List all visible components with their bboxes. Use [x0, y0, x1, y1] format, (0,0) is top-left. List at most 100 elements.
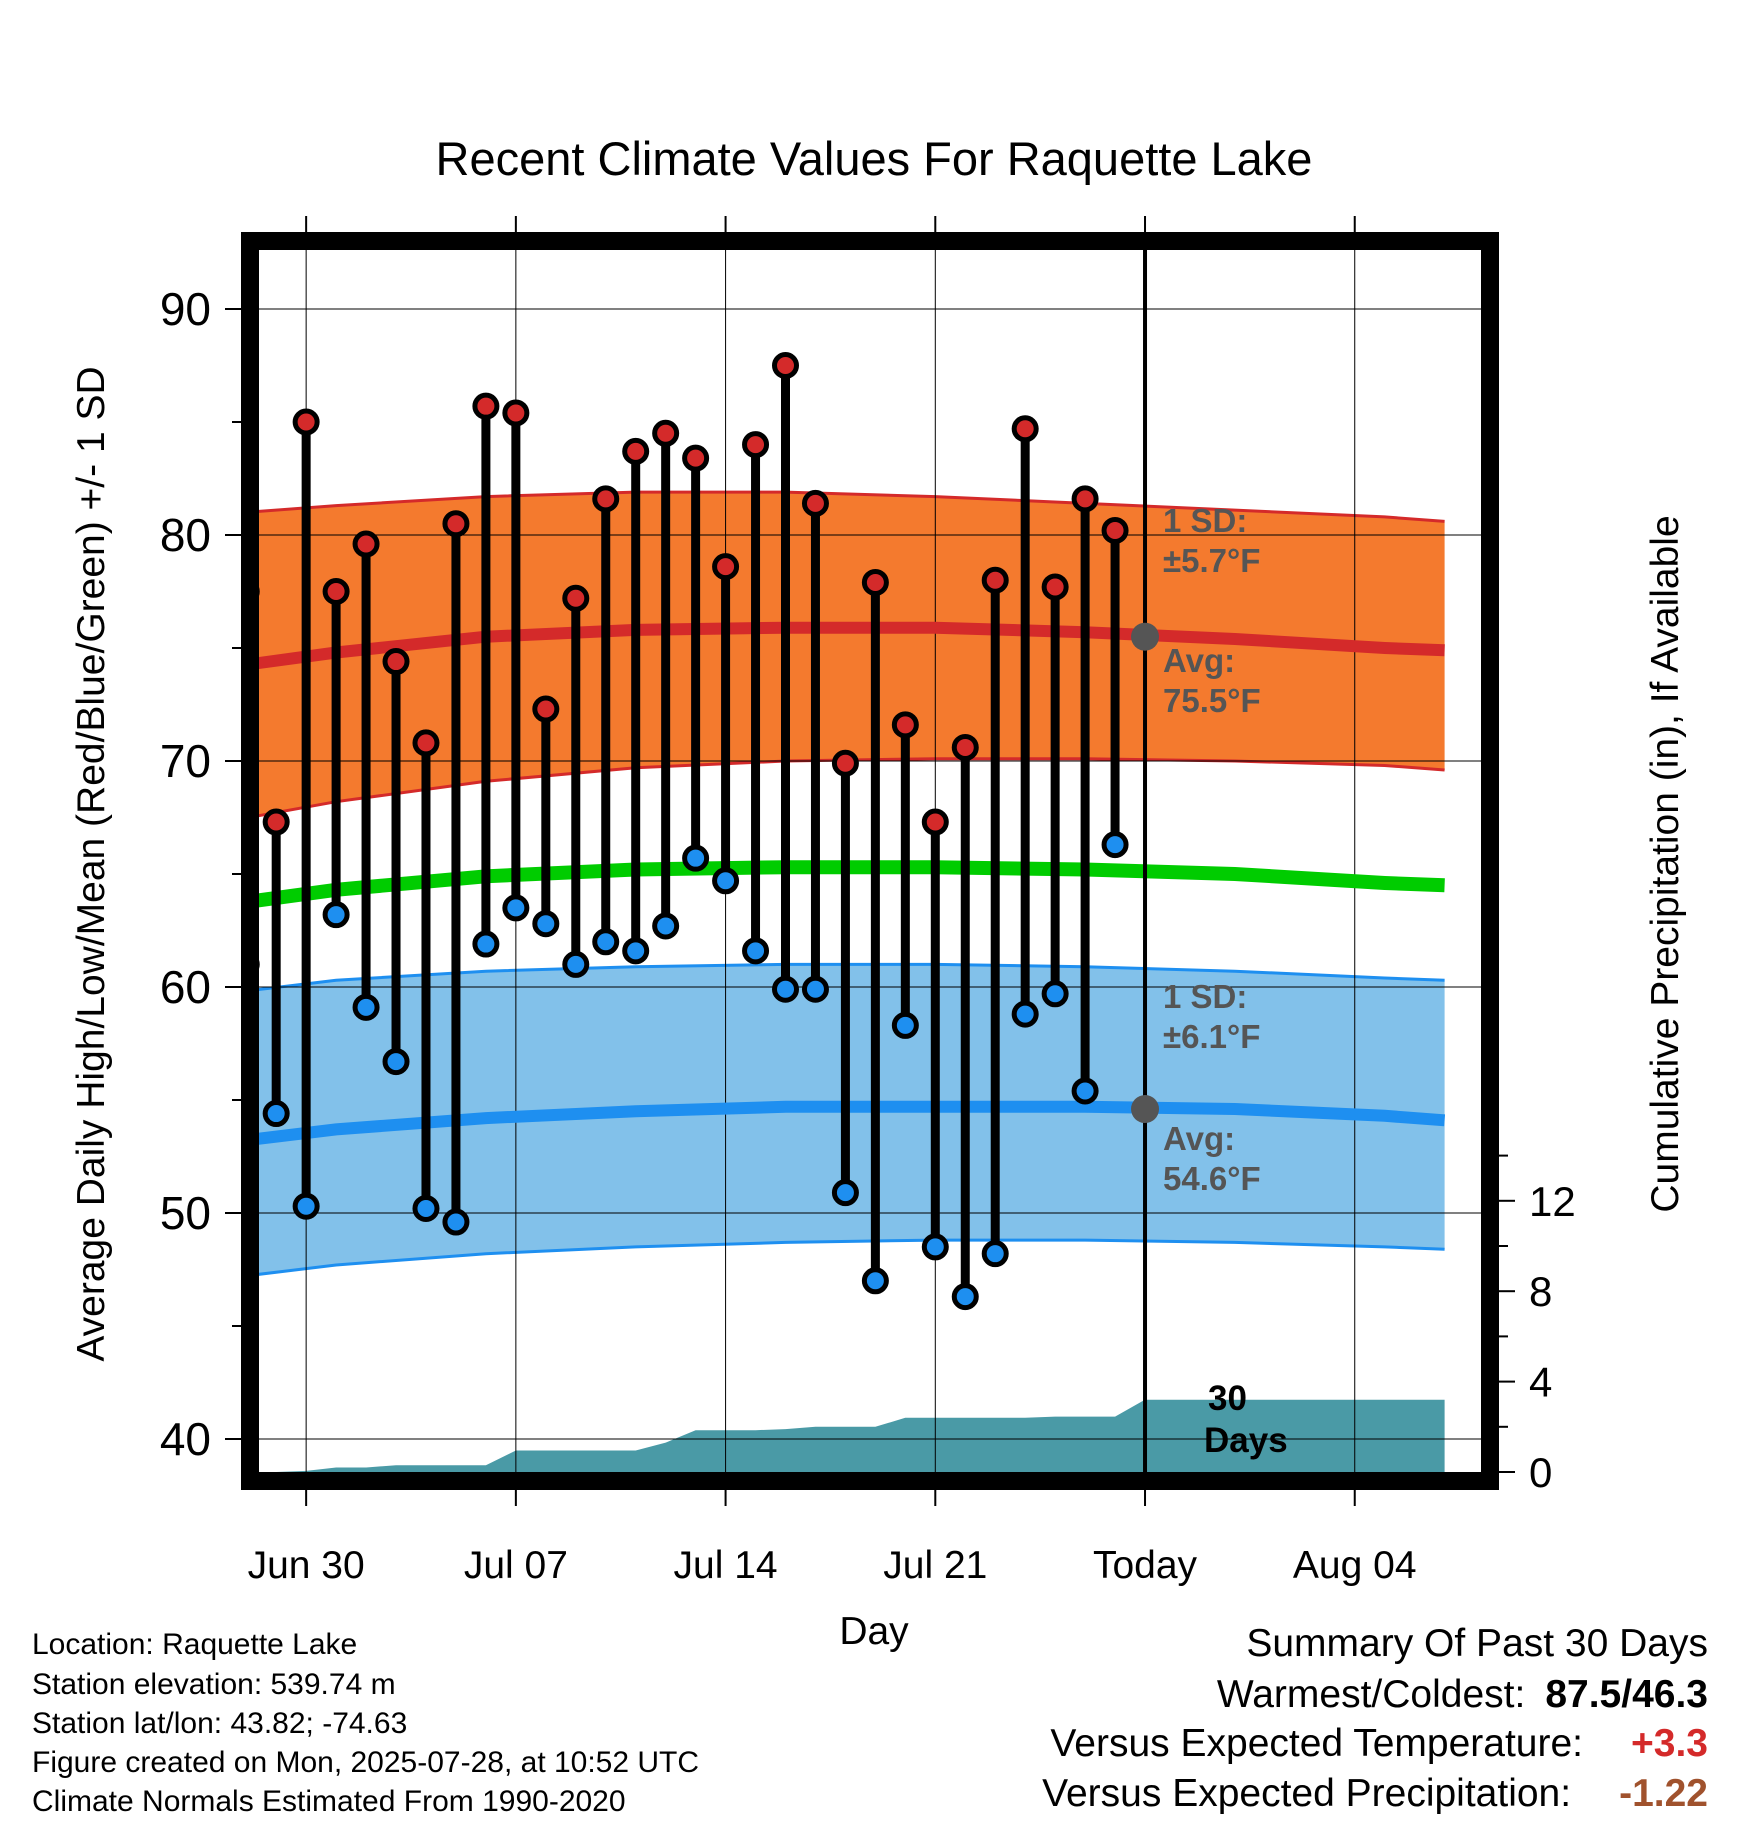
x-axis-label: Day	[839, 1610, 909, 1653]
daily-high-point	[1071, 485, 1099, 513]
low-band-upper-edge	[259, 962, 1445, 992]
y2-axis-label: Cumulative Precipitation (in), If Availa…	[1644, 515, 1687, 1212]
y2-tick-label: 12	[1529, 1178, 1576, 1225]
x-tick-label: Jun 30	[248, 1544, 365, 1587]
daily-high-point	[712, 553, 740, 581]
daily-high-point	[891, 711, 919, 739]
low-sd-line1: 1 SD:	[1163, 978, 1247, 1015]
daily-low-point	[532, 910, 560, 938]
daily-low-point	[622, 937, 650, 965]
station-elevation-text: Station elevation: 539.74 m	[32, 1668, 396, 1701]
high-avg-line2: 75.5°F	[1163, 682, 1261, 719]
daily-low-point	[772, 975, 799, 1003]
figure-created-text: Figure created on Mon, 2025-07-28, at 10…	[32, 1746, 700, 1779]
temperature-anomaly-label: Versus Expected Temperature:	[1050, 1722, 1583, 1765]
daily-low-point	[1041, 980, 1069, 1008]
daily-low-point	[1071, 1077, 1099, 1105]
summary-precipitation: Versus Expected Precipitation: -1.22	[1042, 1772, 1708, 1816]
y-axis-label: Average Daily High/Low/Mean (Red/Blue/Gr…	[70, 366, 113, 1361]
precipitation-anomaly-value: -1.22	[1619, 1772, 1708, 1815]
daily-high-point	[742, 431, 770, 459]
daily-low-point	[682, 844, 710, 872]
daily-low-point	[412, 1194, 440, 1222]
mean-avg-line	[259, 860, 1445, 908]
x-tick-label: Jul 07	[464, 1544, 568, 1587]
daily-high-point	[772, 352, 799, 379]
daily-high-point	[981, 566, 1009, 594]
high-sd-line2: ±5.7°F	[1163, 542, 1260, 579]
y-tick-label: 60	[160, 961, 211, 1013]
daily-high-point	[382, 648, 410, 676]
daily-high-point	[921, 808, 949, 836]
climate-normals-text: Climate Normals Estimated From 1990-2020	[32, 1785, 626, 1818]
daily-low-point	[352, 993, 380, 1021]
temperature-anomaly-value: +3.3	[1631, 1722, 1708, 1765]
low-band-lower-edge	[259, 1238, 1445, 1276]
daily-high-point	[652, 419, 680, 447]
daily-low-point	[981, 1240, 1009, 1268]
daily-low-point	[442, 1208, 470, 1236]
daily-high-point	[831, 749, 859, 777]
x-tick-label: Jul 14	[674, 1544, 778, 1587]
daily-low-point	[1101, 831, 1129, 859]
y-tick-label: 90	[160, 283, 211, 335]
daily-low-point	[262, 1100, 290, 1128]
daily-high-point	[292, 408, 320, 436]
high-sd-band	[259, 492, 1445, 816]
y-tick-label: 50	[160, 1187, 211, 1239]
y-tick-label: 40	[160, 1413, 211, 1465]
y2-tick-label: 4	[1529, 1359, 1552, 1406]
y-tick-label: 70	[160, 735, 211, 787]
daily-low-point	[292, 1192, 320, 1220]
daily-low-point	[951, 1283, 979, 1311]
warmest-coldest-label: Warmest/Coldest:	[1216, 1673, 1526, 1716]
daily-low-point	[861, 1267, 889, 1295]
high-sd-line1: 1 SD:	[1163, 502, 1247, 539]
daily-high-point	[861, 568, 889, 596]
daily-low-point	[891, 1011, 919, 1039]
warmest-coldest-value: 87.5/46.3	[1545, 1673, 1708, 1716]
daily-high-point	[801, 489, 829, 517]
low-avg-line1: Avg:	[1163, 1120, 1235, 1157]
daily-low-point	[592, 928, 620, 956]
daily-high-point	[622, 437, 650, 465]
plot-frame	[241, 232, 1499, 1490]
daily-high-point	[502, 399, 530, 427]
daily-low-point	[502, 894, 530, 922]
daily-low-point	[562, 950, 590, 978]
x-tick-label: Aug 04	[1293, 1544, 1417, 1587]
today-low-avg-marker	[1131, 1095, 1160, 1124]
y-tick-label: 80	[160, 509, 211, 561]
daily-high-point	[442, 510, 470, 538]
daily-low-point	[652, 912, 680, 940]
low-sd-line2: ±6.1°F	[1163, 1018, 1260, 1055]
daily-high-point	[1011, 415, 1039, 443]
low-sd-band	[259, 964, 1445, 1275]
daily-high-point	[682, 444, 710, 472]
daily-low-point	[322, 901, 350, 929]
daily-high-point	[1041, 573, 1069, 601]
daily-high-point	[1101, 516, 1129, 544]
daily-low-point	[801, 975, 829, 1003]
summary-title: Summary Of Past 30 Days	[1246, 1622, 1708, 1665]
daily-low-point	[742, 937, 770, 965]
daily-low-point	[712, 867, 740, 895]
daily-high-point	[322, 578, 350, 605]
cumulative-precip-area	[259, 1399, 1445, 1472]
y2-tick-label: 0	[1529, 1449, 1552, 1496]
daily-low-point	[382, 1048, 410, 1076]
daily-low-point	[472, 930, 500, 958]
daily-low-point	[831, 1179, 859, 1207]
daily-high-point	[472, 392, 500, 420]
period-label-line2: Days	[1204, 1421, 1288, 1460]
high-avg-line1: Avg:	[1163, 642, 1235, 679]
location-text: Location: Raquette Lake	[32, 1628, 358, 1661]
daily-low-point	[1011, 1000, 1039, 1028]
low-avg-line	[259, 1100, 1446, 1145]
summary-temperature: Versus Expected Temperature: +3.3	[1050, 1722, 1708, 1766]
precipitation-anomaly-label: Versus Expected Precipitation:	[1042, 1772, 1572, 1815]
high-band-lower-edge	[259, 757, 1445, 818]
chart-title: Recent Climate Values For Raquette Lake	[436, 132, 1313, 185]
daily-high-point	[532, 695, 560, 723]
